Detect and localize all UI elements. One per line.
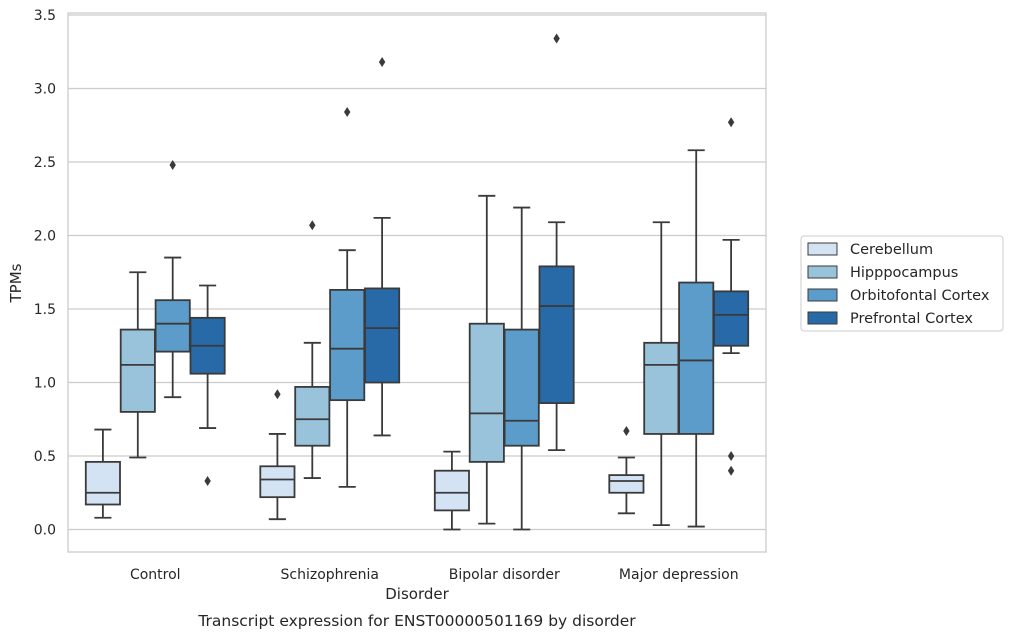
y-axis-label: TPMs <box>7 263 25 303</box>
box-iqr <box>364 287 401 384</box>
box-hipppocampus-1 <box>119 271 156 459</box>
box-cerebellum-4 <box>608 426 645 515</box>
box-orbitofontal-cortex-3 <box>503 206 540 531</box>
box-orbitofontal-cortex-2 <box>329 107 366 488</box>
box-prefrontal-cortex-3 <box>538 33 575 452</box>
box-orbitofontal-cortex-1 <box>154 159 191 399</box>
box-iqr <box>154 299 191 353</box>
outlier-point <box>727 117 735 128</box>
outlier-point <box>204 475 211 486</box>
legend-label: Prefrontal Cortex <box>850 311 973 327</box>
box-iqr <box>294 386 331 447</box>
y-tick-label: 2.0 <box>34 229 56 245</box>
legend-swatch <box>807 311 838 325</box>
box-iqr <box>538 265 575 404</box>
outlier-point <box>169 159 176 170</box>
outlier-point <box>378 57 386 68</box>
chart-caption: Transcript expression for ENST0000050116… <box>197 612 636 630</box>
legend-label: Hipppocampus <box>850 265 958 281</box>
y-tick-label: 0.0 <box>34 523 56 539</box>
box-prefrontal-cortex-1 <box>189 284 226 486</box>
legend-frame <box>800 235 1004 332</box>
x-tick-labels: Control Schizophrenia Bipolar disorder Majo… <box>130 567 739 583</box>
plot-frame <box>67 12 767 553</box>
legend-swatch <box>807 265 838 279</box>
box-iqr <box>329 288 366 402</box>
y-tick-label: 3.5 <box>34 8 56 24</box>
outlier-point <box>623 426 630 437</box>
box-hipppocampus-4 <box>643 221 680 526</box>
box-hipppocampus-2 <box>294 220 331 479</box>
box-iqr <box>259 465 296 499</box>
outlier-point <box>553 33 560 44</box>
outlier-point <box>344 107 351 118</box>
box-iqr <box>119 328 156 413</box>
box-iqr <box>643 341 680 435</box>
box-iqr <box>503 328 540 447</box>
outlier-point <box>309 220 316 231</box>
y-tick-label: 0.5 <box>34 449 56 465</box>
legend: Cerebellum Hipppocampus Orbitofontal Corte… <box>800 235 1004 332</box>
box-iqr <box>608 474 645 494</box>
y-tick-label: 1.5 <box>34 302 56 318</box>
box-prefrontal-cortex-4 <box>713 117 750 476</box>
y-tick-labels: 0.0 0.5 1.0 1.5 2.0 2.5 3.0 3.5 <box>34 8 56 539</box>
x-tick-label: Bipolar disorder <box>449 567 560 583</box>
box-iqr <box>713 290 750 347</box>
box-cerebellum-3 <box>433 450 470 531</box>
x-axis-label: Disorder <box>385 585 449 603</box>
legend-swatch <box>807 288 838 302</box>
outlier-point <box>727 451 735 461</box>
box-prefrontal-cortex-2 <box>364 57 401 437</box>
box-cerebellum-1 <box>84 428 121 519</box>
x-tick-label: Schizophrenia <box>281 567 379 583</box>
box-hipppocampus-3 <box>468 194 505 525</box>
box-orbitofontal-cortex-4 <box>678 149 715 528</box>
y-tick-label: 2.5 <box>34 155 56 171</box>
outlier-point <box>274 389 281 400</box>
box-iqr <box>433 469 470 512</box>
box-cerebellum-2 <box>259 389 296 521</box>
x-tick-label: Control <box>130 567 181 583</box>
legend-swatch <box>807 242 838 256</box>
y-tick-label: 3.0 <box>34 82 56 98</box>
x-tick-label: Major depression <box>619 567 739 583</box>
box-series <box>84 33 750 531</box>
legend-label: Orbitofontal Cortex <box>850 288 990 304</box>
y-tick-label: 1.0 <box>34 376 56 392</box>
outlier-point <box>727 465 735 476</box>
box-iqr <box>84 460 121 506</box>
legend-label: Cerebellum <box>850 242 933 258</box>
box-iqr <box>468 322 505 463</box>
box-iqr <box>678 281 715 435</box>
